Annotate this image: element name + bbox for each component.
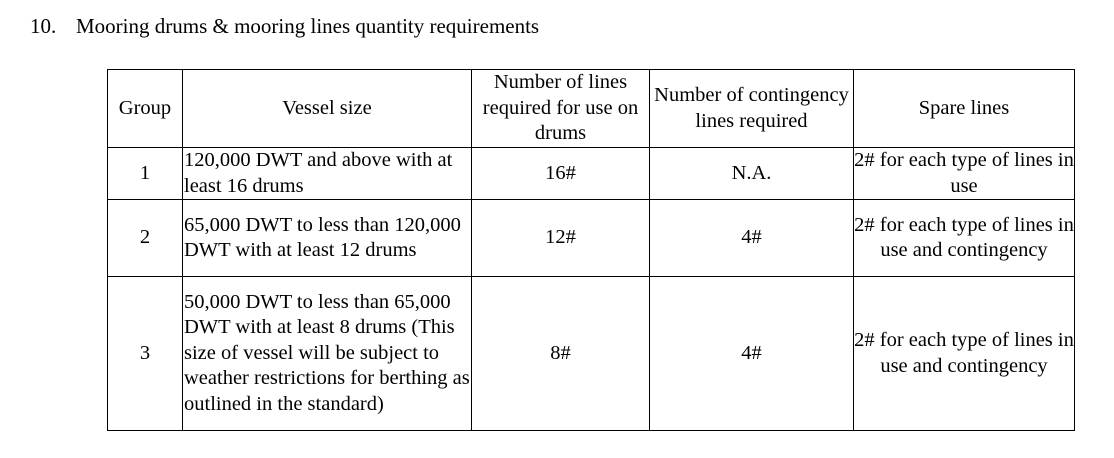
cell-vessel-size: 65,000 DWT to less than 120,000 DWT with…: [182, 199, 472, 277]
header-contingency-lines: Number of contingency lines required: [649, 69, 854, 148]
cell-vessel-size: 50,000 DWT to less than 65,000 DWT with …: [182, 276, 472, 431]
cell-group: 1: [107, 147, 183, 200]
header-group: Group: [107, 69, 183, 148]
header-vessel-size: Vessel size: [182, 69, 472, 148]
table-row: 1 120,000 DWT and above with at least 16…: [107, 147, 1075, 200]
section-title: Mooring drums & mooring lines quantity r…: [76, 14, 540, 38]
cell-contingency-lines: 4#: [649, 199, 854, 277]
table-header-row: Group Vessel size Number of lines requir…: [107, 69, 1075, 148]
table-row: 3 50,000 DWT to less than 65,000 DWT wit…: [107, 276, 1075, 431]
header-spare-lines: Spare lines: [853, 69, 1075, 148]
cell-lines-on-drums: 12#: [471, 199, 650, 277]
cell-spare-lines: 2# for each type of lines in use and con…: [853, 276, 1075, 431]
cell-vessel-size: 120,000 DWT and above with at least 16 d…: [182, 147, 472, 200]
header-lines-on-drums: Number of lines required for use on drum…: [471, 69, 650, 148]
cell-contingency-lines: 4#: [649, 276, 854, 431]
cell-lines-on-drums: 8#: [471, 276, 650, 431]
table-row: 2 65,000 DWT to less than 120,000 DWT wi…: [107, 199, 1075, 277]
cell-lines-on-drums: 16#: [471, 147, 650, 200]
section-number: 10.: [30, 14, 57, 38]
mooring-requirements-table: Group Vessel size Number of lines requir…: [107, 69, 1075, 431]
cell-spare-lines: 2# for each type of lines in use and con…: [853, 199, 1075, 277]
cell-group: 2: [107, 199, 183, 277]
cell-group: 3: [107, 276, 183, 431]
cell-contingency-lines: N.A.: [649, 147, 854, 200]
section-heading: 10. Mooring drums & mooring lines quantit…: [30, 13, 539, 39]
cell-spare-lines: 2# for each type of lines in use: [853, 147, 1075, 200]
